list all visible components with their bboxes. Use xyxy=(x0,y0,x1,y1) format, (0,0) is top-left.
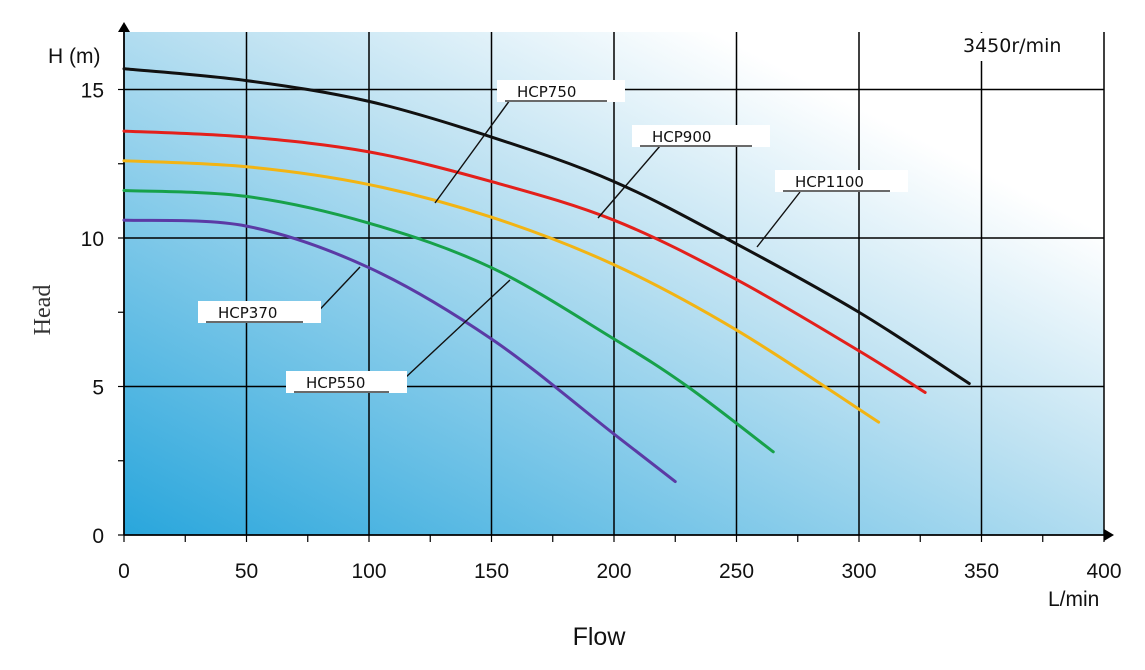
x-tick-label: 200 xyxy=(596,560,631,583)
callout-label-hcp750: HCP750 xyxy=(517,83,576,101)
x-tick-label: 50 xyxy=(235,560,258,583)
callouts-group: HCP750 HCP900 HCP1100 HCP370 HCP550 xyxy=(198,80,908,393)
callout-leader-hcp550 xyxy=(389,279,511,393)
series-line-hcp370 xyxy=(122,218,677,484)
x-tick-label: 100 xyxy=(351,560,386,583)
x-tick-label: 250 xyxy=(719,560,754,583)
speed-annotation-box xyxy=(950,33,1100,61)
callout-label-hcp1100: HCP1100 xyxy=(795,173,864,191)
x-tick-label: 300 xyxy=(841,560,876,583)
callout-box-hcp370 xyxy=(198,301,321,323)
series-line-hcp750 xyxy=(122,159,881,424)
x-axis-arrow xyxy=(1104,529,1114,541)
callout-box-hcp750 xyxy=(497,80,625,102)
callout-label-hcp900: HCP900 xyxy=(652,128,711,146)
series-line-hcp900 xyxy=(122,129,927,394)
y-axis-unit: H (m) xyxy=(48,45,100,68)
callout-label-hcp370: HCP370 xyxy=(218,304,277,322)
callout-box-hcp550 xyxy=(286,371,407,393)
series-line-hcp550 xyxy=(122,188,775,454)
x-tick-label: 150 xyxy=(474,560,509,583)
callout-box-hcp1100 xyxy=(775,170,908,192)
y-tick-label: 10 xyxy=(81,228,104,251)
y-axis-arrow xyxy=(118,22,130,32)
series-line-hcp1100 xyxy=(122,67,971,386)
callout-box-hcp900 xyxy=(632,125,770,147)
callout-leader-hcp900 xyxy=(597,145,661,219)
y-tick-label: 5 xyxy=(92,377,104,400)
y-tick-label: 0 xyxy=(92,525,104,548)
x-tick-label: 0 xyxy=(118,560,130,583)
x-axis-unit: L/min xyxy=(1048,588,1099,611)
callout-leader-hcp750 xyxy=(434,99,511,204)
callout-leader-hcp1100 xyxy=(756,191,801,248)
x-axis-label: Flow xyxy=(573,623,627,651)
y-tick-label: 15 xyxy=(81,80,104,103)
callout-label-hcp550: HCP550 xyxy=(306,374,365,392)
speed-annotation: 3450r/min xyxy=(963,35,1061,57)
axes: 0 50 100 150 200 250 300 350 400 0 5 10 15 xyxy=(81,22,1122,583)
y-axis-label: Head xyxy=(30,285,56,336)
x-tick-label: 400 xyxy=(1086,560,1121,583)
series-group xyxy=(122,67,971,484)
x-tick-label: 350 xyxy=(964,560,999,583)
